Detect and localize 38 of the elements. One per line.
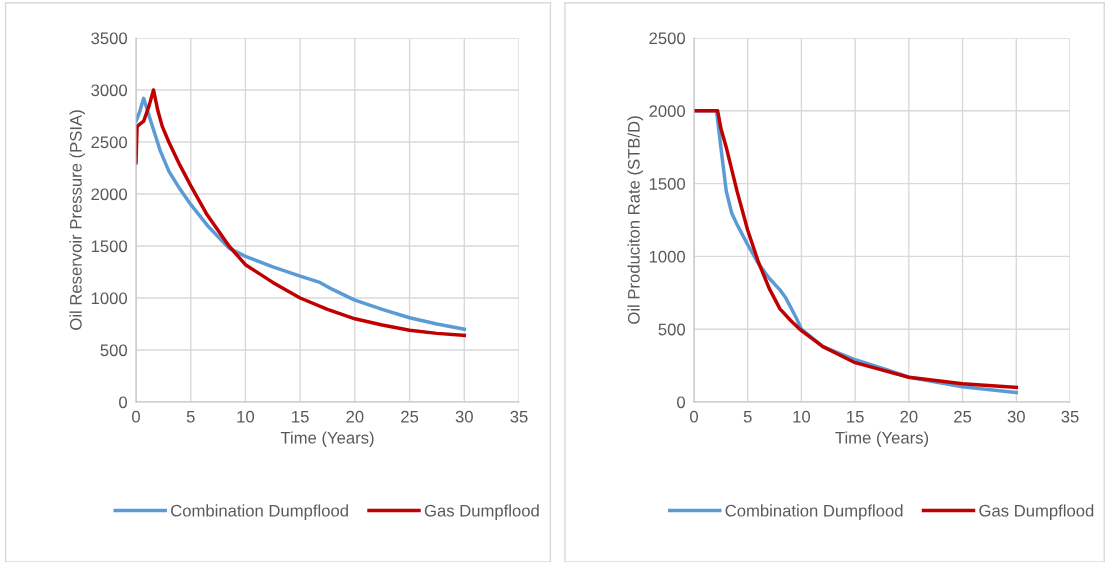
x-tick-label: 20: [346, 410, 364, 423]
x-tick-label: 5: [186, 410, 195, 423]
legend-label: Gas Dumpflood: [979, 504, 1094, 520]
y-tick-label: 500: [100, 344, 128, 357]
y-tick-label: 0: [119, 396, 128, 409]
x-tick-label: 15: [292, 410, 309, 423]
x-tick-label: 10: [237, 410, 255, 423]
y-tick-label: 2500: [91, 136, 128, 149]
x-tick-label: 10: [793, 410, 811, 423]
y-axis-title: Oil Reservoir Pressure (PSIA): [69, 110, 86, 330]
x-tick-label: 30: [1007, 410, 1025, 423]
x-tick-label: 25: [401, 410, 419, 423]
x-tick-label: 20: [900, 410, 918, 423]
y-tick-label: 3500: [91, 32, 128, 45]
x-tick-label: 25: [954, 410, 972, 423]
y-tick-label: 3000: [91, 84, 128, 97]
x-axis-title: Time (Years): [835, 431, 929, 447]
x-tick-label: 15: [847, 410, 864, 423]
y-tick-label: 500: [658, 323, 686, 336]
x-tick-label: 5: [743, 410, 752, 423]
legend-label: Gas Dumpflood: [424, 504, 539, 520]
y-tick-label: 0: [677, 396, 686, 409]
y-tick-label: 1000: [91, 292, 128, 305]
x-tick-label: 0: [690, 410, 698, 423]
y-axis-title: Oil Produciton Rate (STB/D): [627, 116, 644, 324]
x-tick-label: 35: [510, 410, 528, 423]
y-tick-label: 1000: [649, 250, 686, 263]
x-tick-label: 0: [132, 410, 140, 423]
legend-label: Combination Dumpflood: [725, 504, 903, 520]
y-tick-label: 2000: [649, 105, 686, 117]
y-tick-label: 1500: [649, 178, 686, 190]
legend-label: Combination Dumpflood: [171, 504, 348, 520]
y-tick-label: 2000: [91, 188, 128, 201]
y-tick-label: 1500: [91, 240, 128, 253]
y-tick-label: 2500: [649, 32, 686, 45]
x-tick-label: 30: [455, 410, 473, 423]
x-tick-label: 35: [1061, 410, 1079, 423]
x-axis-title: Time (Years): [280, 431, 374, 447]
